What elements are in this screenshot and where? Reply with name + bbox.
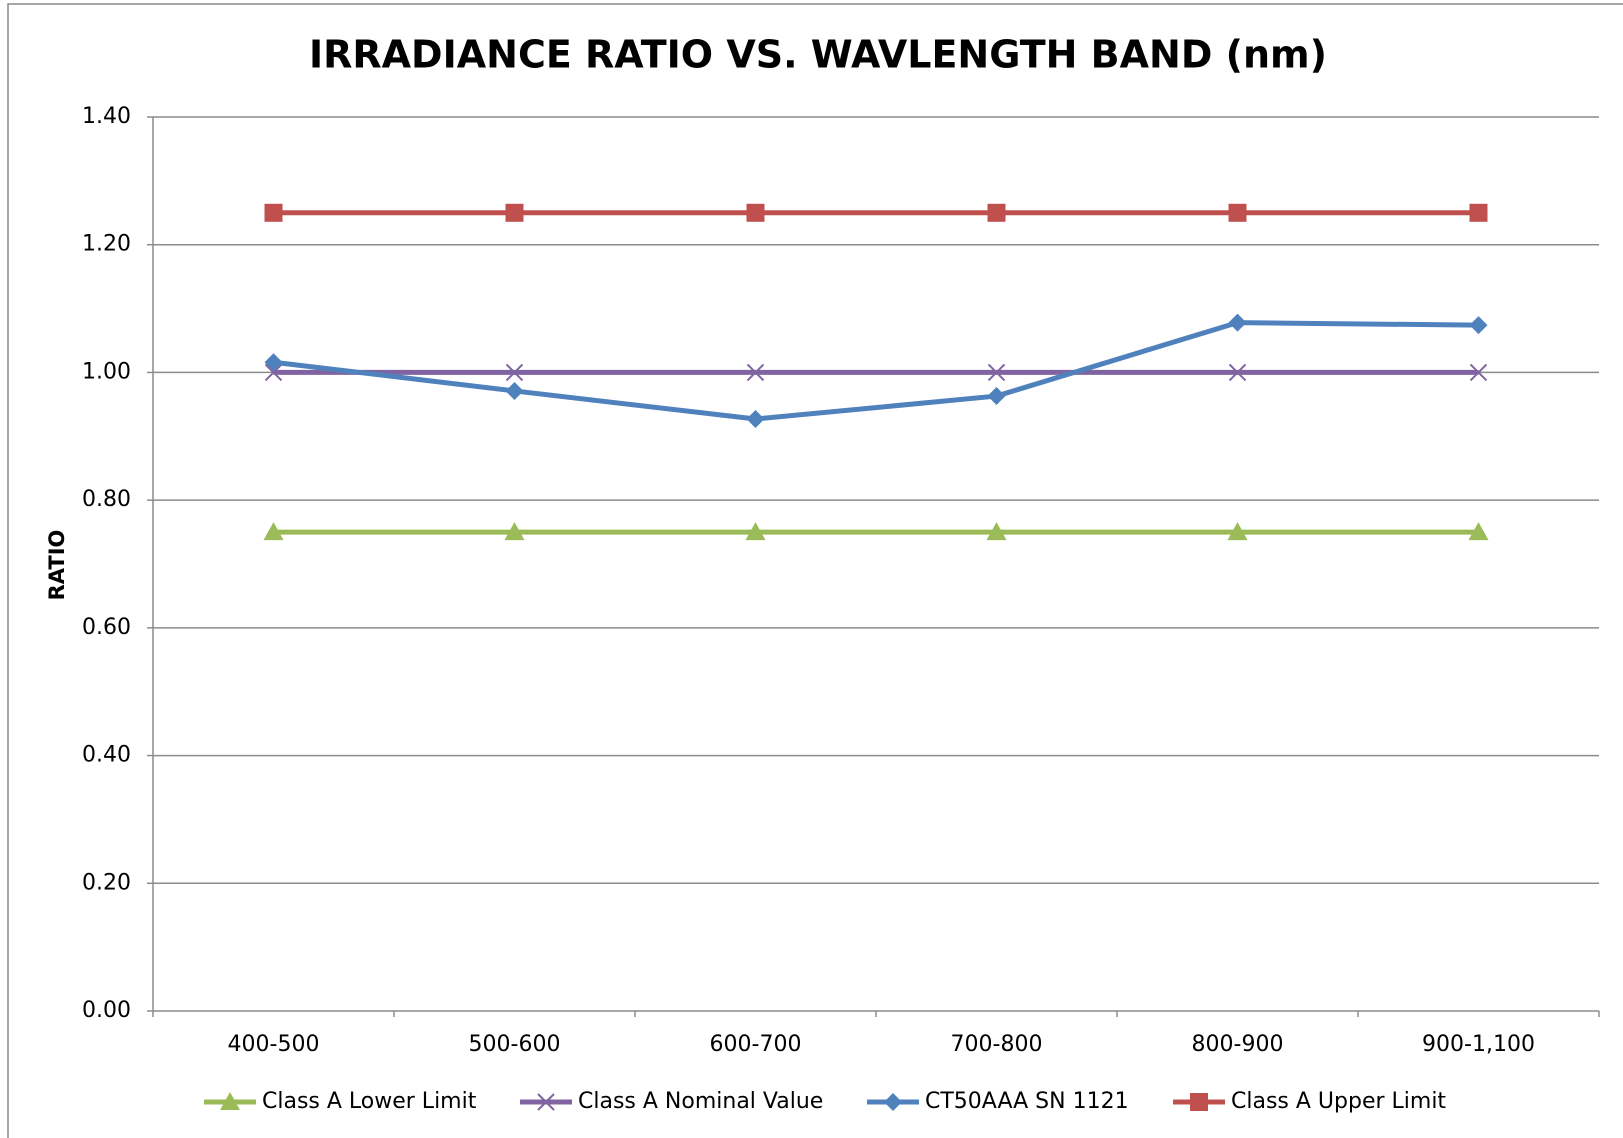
marker <box>537 1093 555 1111</box>
marker <box>987 363 1006 382</box>
x-tick-label: 800-900 <box>1192 1032 1284 1057</box>
marker <box>263 522 284 541</box>
marker <box>505 363 524 382</box>
y-tick-label: 0.60 <box>82 615 131 640</box>
x-tick-label: 900-1,100 <box>1422 1032 1535 1057</box>
marker <box>745 522 766 541</box>
marker <box>264 353 283 372</box>
y-tick-label: 1.00 <box>82 359 131 384</box>
marker <box>884 1093 902 1111</box>
series-line <box>273 320 1479 422</box>
marker <box>1469 203 1488 222</box>
marker <box>264 203 283 222</box>
y-tick-label: 0.20 <box>82 870 131 895</box>
y-axis-label: RATIO <box>45 530 69 601</box>
y-tick-label: 1.20 <box>82 232 131 257</box>
marker <box>264 363 283 382</box>
marker <box>1228 313 1247 332</box>
x-tick-label: 600-700 <box>710 1032 802 1057</box>
marker <box>746 363 765 382</box>
legend-label: CT50AAA SN 1121 <box>925 1089 1129 1114</box>
y-tick-label: 0.80 <box>82 487 131 512</box>
chart-title: IRRADIANCE RATIO VS. WAVLENGTH BAND (nm) <box>309 33 1327 77</box>
marker <box>746 410 765 429</box>
x-tick-label: 700-800 <box>951 1032 1043 1057</box>
marker <box>1469 363 1488 382</box>
marker <box>1227 522 1248 541</box>
marker <box>1228 203 1247 222</box>
marker <box>987 387 1006 406</box>
marker <box>1228 363 1247 382</box>
marker <box>1468 522 1489 541</box>
y-tick-label: 0.00 <box>82 998 131 1023</box>
x-tick-label: 400-500 <box>228 1032 320 1057</box>
legend-label: Class A Upper Limit <box>1231 1089 1446 1114</box>
marker <box>746 203 765 222</box>
marker <box>220 1092 240 1110</box>
marker <box>504 522 525 541</box>
legend-label: Class A Lower Limit <box>262 1089 477 1114</box>
x-tick-label: 500-600 <box>469 1032 561 1057</box>
marker <box>505 381 524 400</box>
chart-border <box>7 3 1623 1138</box>
marker <box>1190 1093 1208 1111</box>
marker <box>505 203 524 222</box>
marker <box>986 522 1007 541</box>
y-tick-label: 0.40 <box>82 743 131 768</box>
legend-label: Class A Nominal Value <box>578 1089 823 1114</box>
marker <box>987 203 1006 222</box>
y-tick-label: 1.40 <box>82 104 131 129</box>
marker <box>1469 316 1488 335</box>
